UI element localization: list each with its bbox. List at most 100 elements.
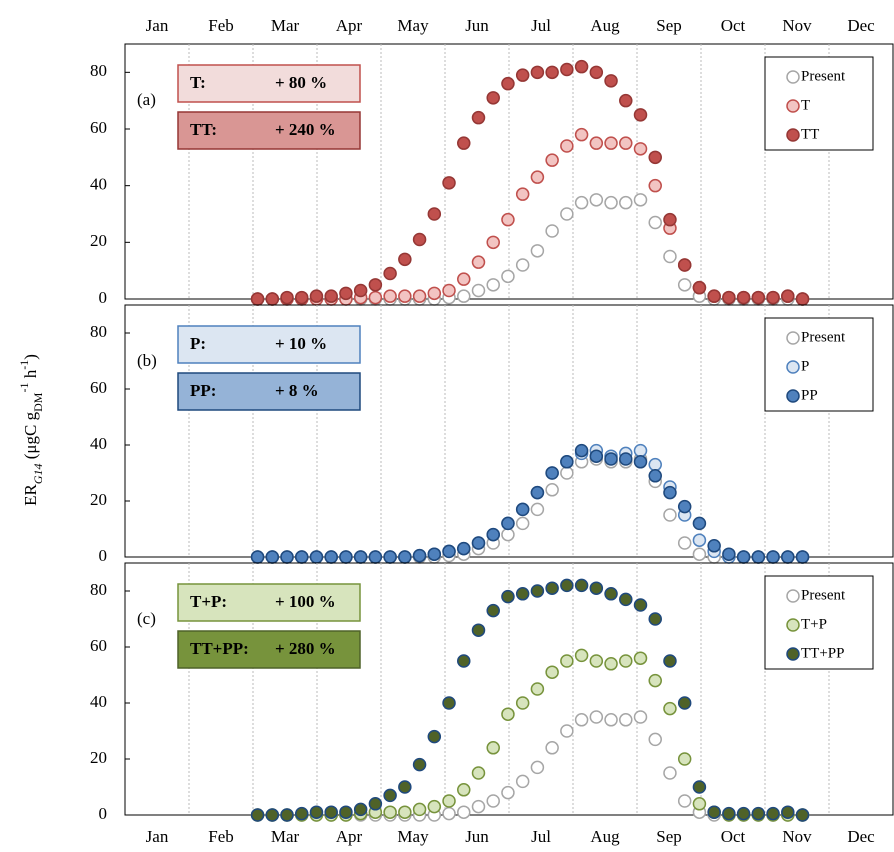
data-point [545, 665, 559, 679]
data-point [471, 110, 486, 125]
data-point [265, 292, 280, 306]
data-point [309, 550, 324, 564]
data-point [766, 550, 780, 564]
y-tick-label: 80 [90, 580, 107, 599]
data-point [560, 455, 574, 469]
month-label: Mar [271, 827, 300, 846]
data-point [383, 788, 397, 803]
legend-marker [786, 128, 800, 142]
data-point [471, 255, 486, 269]
data-point [427, 729, 442, 744]
data-point [633, 142, 648, 156]
data-point [736, 290, 751, 305]
data-point [795, 550, 810, 564]
data-point [604, 587, 618, 601]
data-point [486, 91, 500, 105]
data-point [574, 195, 589, 210]
annotation-box [177, 111, 361, 150]
y-tick-label: 0 [99, 546, 108, 565]
data-point [398, 289, 412, 303]
data-point [545, 153, 559, 167]
data-point [368, 278, 383, 292]
data-point [604, 136, 618, 150]
data-point [781, 805, 795, 819]
data-point [722, 547, 736, 561]
data-point [471, 536, 486, 550]
data-point [736, 806, 751, 821]
y-tick-label: 40 [90, 692, 107, 711]
panel-label: (c) [137, 609, 156, 628]
data-point [353, 283, 368, 298]
panel-label: (b) [137, 351, 157, 370]
data-point [633, 193, 648, 207]
data-point [412, 548, 427, 563]
legend-marker [786, 70, 800, 84]
y-axis-label-part: ) [21, 354, 40, 360]
data-point [648, 457, 662, 472]
data-point [795, 808, 810, 822]
data-point [501, 516, 515, 531]
y-tick-label: 20 [90, 748, 107, 767]
legend-label: PP [801, 387, 818, 403]
data-point [250, 550, 265, 564]
month-label: Jul [531, 827, 551, 846]
data-point [501, 527, 515, 542]
data-point [692, 797, 707, 811]
legend-label: T+P [801, 616, 827, 632]
data-point [442, 283, 456, 298]
legend-marker [786, 99, 800, 113]
data-point [589, 581, 604, 595]
data-point [663, 485, 677, 500]
data-point [515, 587, 530, 601]
data-point [604, 713, 618, 727]
data-point [383, 550, 397, 564]
data-point [663, 654, 677, 668]
annotation-value: + 80 % [275, 73, 327, 92]
month-label: May [397, 827, 429, 846]
month-label: Jul [531, 16, 551, 35]
data-point [692, 780, 707, 794]
data-point [501, 785, 515, 800]
legend-marker [786, 360, 800, 374]
data-point [530, 584, 545, 598]
month-label: Sep [656, 16, 682, 35]
month-label: Nov [782, 827, 812, 846]
data-point [530, 244, 545, 258]
data-point [663, 249, 677, 264]
data-point [545, 224, 559, 238]
month-label: Feb [208, 827, 234, 846]
data-point [442, 806, 456, 821]
data-point [486, 527, 500, 542]
data-point [560, 62, 574, 77]
annotation-label: T: [190, 73, 206, 92]
annotation-value: + 8 % [275, 381, 319, 400]
data-point [545, 581, 559, 595]
data-point [442, 176, 456, 190]
data-point [589, 65, 604, 80]
data-point [471, 623, 486, 637]
month-label: Apr [336, 16, 363, 35]
month-label: Apr [336, 827, 363, 846]
data-point [619, 452, 633, 466]
data-point [324, 805, 338, 819]
data-point [427, 286, 442, 301]
legend-marker [786, 647, 800, 661]
data-point [280, 550, 294, 564]
y-tick-label: 60 [90, 378, 107, 397]
data-point [339, 286, 353, 301]
data-point [457, 654, 471, 668]
data-point [398, 780, 412, 794]
data-point [707, 289, 721, 303]
annotation-box [177, 372, 361, 411]
annotation-label: PP: [190, 381, 216, 400]
data-point [471, 766, 486, 780]
data-point [457, 541, 471, 556]
month-label: Jun [465, 16, 489, 35]
data-point [339, 805, 353, 819]
data-point [471, 283, 486, 298]
data-point [677, 278, 692, 292]
y-tick-label: 80 [90, 61, 107, 80]
data-point [545, 65, 559, 80]
annotation-box [177, 583, 361, 622]
